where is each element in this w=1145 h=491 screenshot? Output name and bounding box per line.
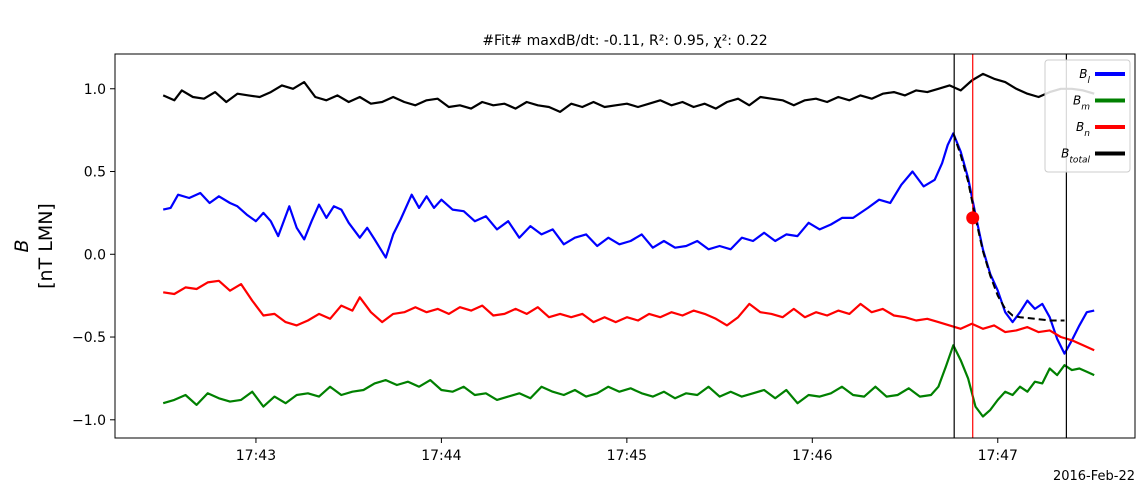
series-line-Bl	[162, 132, 1095, 355]
x-axis: 17:43 17:44 17:45 17:46 17:47	[236, 438, 1018, 464]
series-line-Btotal	[162, 72, 1095, 113]
legend-item-Bl: Bl	[1079, 67, 1125, 86]
y-axis: 1.0 0.5 0.0 −0.5 −1.0	[72, 82, 115, 429]
series-line-Bm	[162, 344, 1095, 418]
x-tick-label: 17:44	[421, 448, 461, 464]
y-tick-label: −0.5	[72, 330, 106, 346]
fit-curve-line	[952, 133, 1065, 322]
max-derivative-marker	[966, 211, 980, 225]
legend-box	[1044, 59, 1131, 173]
date-label: 2016-Feb-22	[1053, 469, 1135, 484]
y-tick-label: −1.0	[72, 413, 106, 429]
x-tick-label: 17:46	[792, 448, 832, 464]
y-tick-label: 0.5	[84, 165, 106, 181]
y-tick-label: 1.0	[84, 82, 106, 98]
y-axis-label: B [nT LMN]	[11, 203, 57, 289]
series-layer	[162, 72, 1095, 418]
y-axis-label-symbol: B	[11, 239, 33, 252]
chart-title: #Fit# maxdB/dt: -0.11, R²: 0.95, χ²: 0.2…	[482, 33, 767, 49]
x-tick-label: 17:43	[236, 448, 276, 464]
y-tick-label: 0.0	[84, 247, 106, 263]
x-tick-label: 17:45	[607, 448, 647, 464]
series-line-Bn	[163, 279, 1095, 352]
y-axis-label-unit: [nT LMN]	[35, 203, 57, 289]
plot-frame	[114, 53, 1136, 439]
x-tick-label: 17:47	[978, 448, 1018, 464]
legend-label: Bl	[1079, 67, 1090, 86]
